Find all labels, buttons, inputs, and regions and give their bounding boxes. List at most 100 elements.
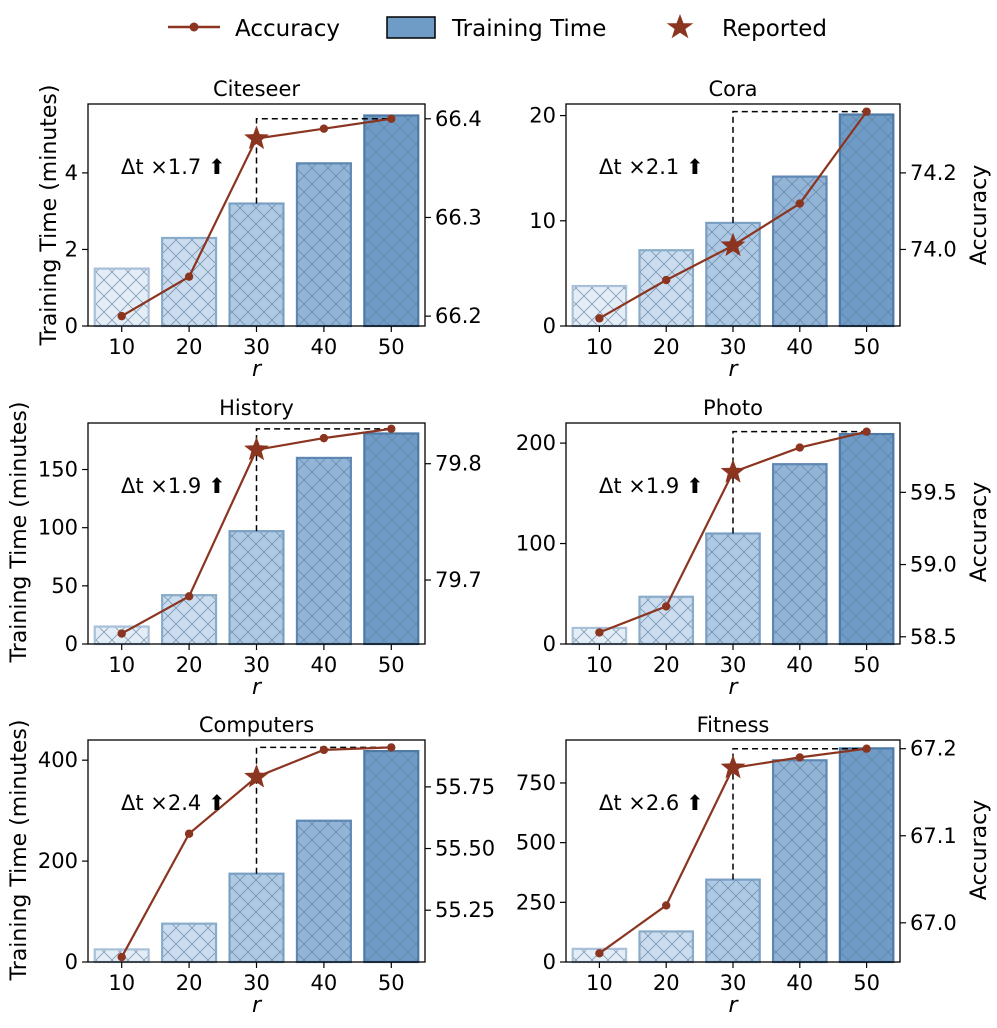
- ylabel-left-row1: Training Time (minutes): [37, 85, 62, 347]
- panel-title: Citeseer: [213, 77, 300, 101]
- x-tick-label: 10: [586, 653, 613, 677]
- x-tick-label: 20: [176, 335, 203, 359]
- y-left-tick-label: 100: [516, 532, 556, 556]
- time-bar-hatch: [771, 759, 828, 964]
- x-tick-label: 30: [720, 335, 747, 359]
- x-tick-label: 20: [653, 653, 680, 677]
- x-axis-label: r: [728, 675, 739, 700]
- x-tick-label: 40: [786, 971, 813, 995]
- reported-star-icon: [720, 232, 746, 257]
- ylabel-right-row1: Accuracy: [967, 165, 992, 265]
- x-tick-label: 50: [378, 653, 405, 677]
- reported-star-icon: [244, 125, 269, 150]
- accuracy-point: [117, 629, 126, 638]
- y-left-tick-label: 200: [516, 431, 556, 455]
- ylabel-left-row3: Training Time (minutes): [7, 720, 32, 982]
- accuracy-point: [184, 829, 194, 838]
- accuracy-point: [862, 744, 871, 753]
- x-tick-label: 50: [378, 335, 405, 359]
- accuracy-point: [319, 433, 329, 443]
- y-left-tick-label: 10: [529, 209, 556, 233]
- time-bar-hatch: [228, 530, 285, 646]
- y-right-tick-label: 66.4: [435, 107, 482, 131]
- y-right-tick-label: 79.7: [435, 568, 482, 592]
- reported-reference-line: [255, 746, 392, 874]
- y-left-tick-label: 0: [65, 950, 78, 974]
- delta-t-annotation: Δt ×2.4 ⬆: [121, 791, 226, 815]
- legend-accuracy-label: Accuracy: [235, 16, 340, 42]
- delta-t-annotation: Δt ×1.7 ⬆: [121, 155, 226, 179]
- time-bar-hatch: [363, 114, 420, 328]
- y-right-tick-label: 66.2: [435, 304, 482, 328]
- accuracy-point: [184, 272, 194, 281]
- accuracy-point: [387, 424, 396, 434]
- time-bar-hatch: [705, 878, 761, 964]
- x-tick-label: 40: [786, 335, 813, 359]
- x-tick-label: 20: [176, 653, 203, 677]
- time-bar-hatch: [161, 236, 218, 328]
- panel-title: History: [219, 396, 294, 420]
- x-tick-label: 10: [108, 971, 135, 995]
- time-bar-hatch: [228, 202, 285, 328]
- y-left-tick-label: 750: [516, 771, 556, 795]
- y-right-tick-label: 55.75: [435, 775, 495, 799]
- panel-cora: Cora 10 20 30 40 50 r 0 10 20 74.0 74.2 Δt ×2.1 ⬆: [529, 77, 957, 382]
- time-bar-hatch: [771, 463, 828, 646]
- reported-reference-line: [732, 747, 867, 880]
- accuracy-point: [595, 314, 604, 323]
- x-tick-label: 10: [586, 335, 613, 359]
- ylabel-left-row2: Training Time (minutes): [7, 402, 32, 664]
- panels: Citeseer 10 20 30 40 50 r 0 2 4 66.2 66.3 66.4 Δt ×1.…: [38, 77, 957, 1018]
- y-right-tick-label: 67.0: [910, 911, 957, 935]
- legend-reported-star-icon: [666, 14, 694, 39]
- delta-t-annotation: Δt ×1.9 ⬆: [599, 474, 704, 498]
- panel-history: History 10 20 30 40 50 r 0 50 100 150 79.7 79.8 Δt ×1…: [38, 396, 482, 700]
- x-tick-label: 20: [176, 971, 203, 995]
- legend-time-swatch: [386, 16, 436, 39]
- panel-fitness: Fitness 10 20 30 40 50 r 0 250 500 750 67.0 67.1 67.2…: [516, 713, 957, 1018]
- panel-photo: Photo 10 20 30 40 50 r 0 100 200 58.5 59.0 59.5 Δt ×1…: [516, 396, 957, 700]
- delta-t-annotation: Δt ×2.1 ⬆: [599, 155, 704, 179]
- accuracy-point: [319, 124, 329, 133]
- time-bar-hatch: [161, 594, 218, 646]
- y-right-tick-label: 55.50: [435, 837, 495, 861]
- y-right-tick-label: 55.25: [435, 898, 495, 922]
- y-right-tick-label: 59.5: [910, 480, 957, 504]
- legend-accuracy-marker: [189, 22, 199, 32]
- accuracy-point: [795, 753, 804, 762]
- accuracy-point: [595, 628, 604, 637]
- reported-star-icon: [244, 764, 269, 788]
- y-right-tick-label: 59.0: [910, 553, 957, 577]
- accuracy-point: [795, 199, 804, 208]
- reported-reference-line: [255, 428, 392, 532]
- x-tick-label: 50: [853, 335, 880, 359]
- y-left-tick-label: 200: [38, 849, 78, 873]
- reported-star-icon: [720, 754, 746, 779]
- time-bar-hatch: [838, 432, 895, 646]
- reported-reference-line: [732, 430, 867, 534]
- x-tick-label: 30: [243, 971, 270, 995]
- y-left-tick-label: 400: [38, 748, 78, 772]
- x-tick-label: 40: [311, 971, 338, 995]
- accuracy-point: [387, 114, 396, 124]
- y-left-tick-label: 250: [516, 890, 556, 914]
- y-left-tick-label: 20: [529, 104, 556, 128]
- x-axis-label: r: [252, 993, 263, 1018]
- time-bar-hatch: [161, 922, 218, 964]
- reported-reference-line: [732, 110, 867, 223]
- panel-computers: Computers 10 20 30 40 50 r 0 200 400 55.25 55.50 55.…: [38, 713, 495, 1018]
- time-bar-hatch: [638, 930, 695, 964]
- x-tick-label: 50: [853, 971, 880, 995]
- y-left-tick-label: 0: [543, 314, 556, 338]
- time-bar-hatch: [363, 432, 420, 646]
- y-right-tick-label: 67.2: [910, 737, 957, 761]
- accuracy-point: [862, 107, 871, 116]
- reported-star-icon: [244, 436, 269, 461]
- accuracy-point: [184, 592, 194, 601]
- x-tick-label: 20: [653, 971, 680, 995]
- x-axis-label: r: [252, 675, 263, 700]
- time-bar-hatch: [363, 749, 420, 964]
- time-bar-hatch: [295, 819, 352, 964]
- accuracy-point: [387, 743, 396, 752]
- accuracy-point: [662, 901, 671, 910]
